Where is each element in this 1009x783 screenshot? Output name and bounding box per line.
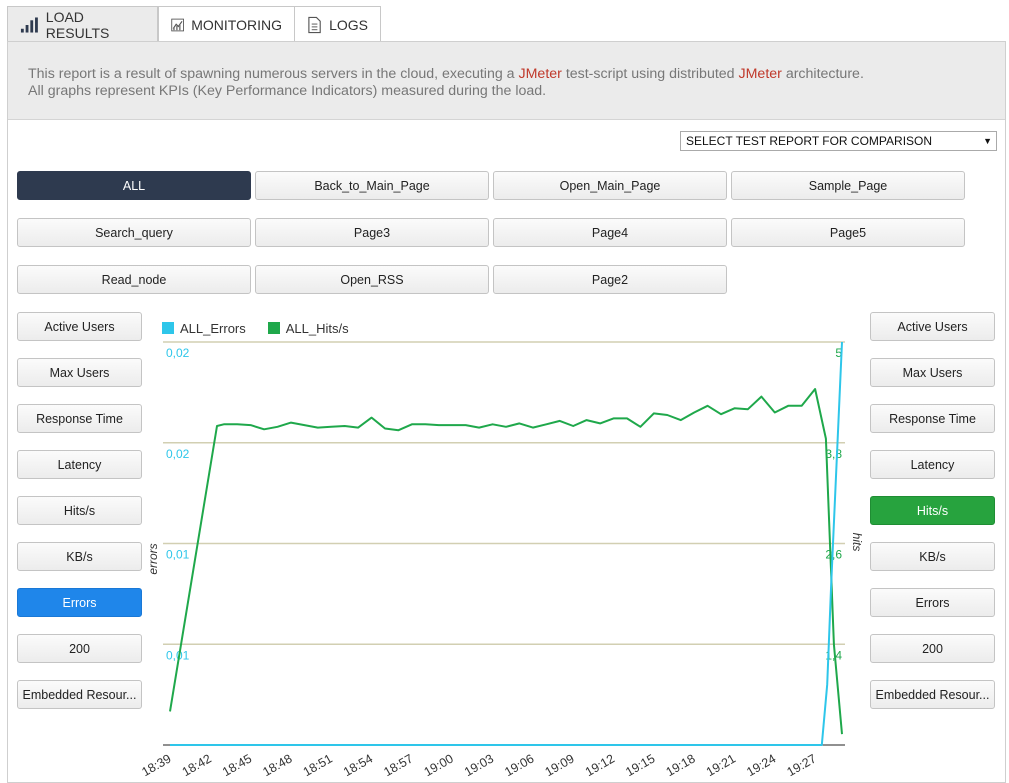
- y-left-tick-label: 0,01: [166, 548, 190, 562]
- bar-chart-icon: [20, 17, 38, 33]
- tab-load-results[interactable]: LOAD RESULTS: [7, 6, 158, 43]
- right-metric-active-users[interactable]: Active Users: [870, 312, 995, 341]
- x-tick-label: 18:51: [301, 751, 335, 779]
- x-tick-label: 19:24: [744, 751, 778, 779]
- y-left-tick-label: 0,01: [166, 648, 190, 662]
- left-metric-errors[interactable]: Errors: [17, 588, 142, 617]
- left-metric-response-time[interactable]: Response Time: [17, 404, 142, 433]
- left-metric-active-users[interactable]: Active Users: [17, 312, 142, 341]
- x-tick-label: 19:18: [664, 751, 698, 779]
- left-metric-latency[interactable]: Latency: [17, 450, 142, 479]
- tab-label: LOGS: [329, 16, 368, 33]
- x-tick-label: 18:39: [140, 751, 174, 779]
- x-tick-label: 19:00: [422, 751, 456, 779]
- x-tick-label: 18:45: [220, 751, 254, 779]
- y-axis-title-hits: hits: [850, 533, 864, 552]
- y-left-tick-label: 0,02: [166, 447, 190, 461]
- left-metric-max-users[interactable]: Max Users: [17, 358, 142, 387]
- left-metric-hits[interactable]: Hits/s: [17, 496, 142, 525]
- x-tick-label: 19:15: [623, 751, 657, 779]
- legend-swatch: [267, 322, 280, 334]
- report-description: This report is a result of spawning nume…: [8, 42, 1005, 120]
- document-icon: [308, 16, 321, 33]
- right-metric-kb[interactable]: KB/s: [870, 542, 995, 571]
- tab-label: LOAD RESULTS: [45, 9, 110, 41]
- y-right-tick-label: 5: [835, 346, 842, 360]
- legend-item-hits[interactable]: ALL_Hits/s: [267, 320, 349, 336]
- label-button-page2[interactable]: Page2: [493, 265, 727, 294]
- right-metric-errors[interactable]: Errors: [870, 588, 995, 617]
- tab-label: MONITORING: [191, 16, 282, 33]
- chart-legend: ALL_Errors ALL_Hits/s: [162, 320, 371, 336]
- legend-item-errors[interactable]: ALL_Errors: [162, 321, 246, 336]
- label-button-sample-page[interactable]: Sample_Page: [731, 171, 965, 200]
- tab-monitoring[interactable]: MONITORING: [158, 6, 295, 42]
- x-tick-label: 18:42: [180, 751, 214, 779]
- tab-logs[interactable]: LOGS: [294, 6, 381, 42]
- x-tick-label: 18:57: [381, 751, 415, 779]
- right-metric-max-users[interactable]: Max Users: [870, 358, 995, 387]
- legend-label: ALL_Hits/s: [285, 320, 349, 336]
- legend-label: ALL_Errors: [180, 320, 246, 336]
- errors-series-line: [170, 341, 843, 746]
- right-metric-embedded-resources[interactable]: Embedded Resour...: [870, 680, 995, 709]
- right-metric-200[interactable]: 200: [870, 634, 995, 663]
- left-metric-200[interactable]: 200: [17, 634, 142, 663]
- x-tick-label: 18:48: [260, 751, 294, 779]
- y-right-tick-label: 2,6: [825, 548, 842, 562]
- label-button-open-main-page[interactable]: Open_Main_Page: [493, 171, 727, 200]
- x-tick-label: 19:27: [785, 751, 819, 779]
- select-value: SELECT TEST REPORT FOR COMPARISON: [686, 134, 933, 148]
- label-button-open-rss[interactable]: Open_RSS: [255, 265, 489, 294]
- left-metric-kb[interactable]: KB/s: [17, 542, 142, 571]
- x-tick-label: 19:09: [543, 751, 577, 779]
- load-chart: 0,01 0,01 0,02 0,02 1,4 2,6 3,8 5 errors hits 18:3…: [140, 341, 864, 779]
- comparison-report-select[interactable]: SELECT TEST REPORT FOR COMPARISON ▼: [680, 131, 997, 151]
- label-button-page5[interactable]: Page5: [731, 218, 965, 247]
- y-right-tick-label: 1,4: [825, 648, 842, 662]
- x-tick-label: 19:03: [462, 751, 496, 779]
- label-button-read-node[interactable]: Read_node: [17, 265, 251, 294]
- y-right-tick-label: 3,8: [825, 447, 842, 461]
- x-tick-label: 19:06: [502, 751, 536, 779]
- label-button-search-query[interactable]: Search_query: [17, 218, 251, 247]
- right-metric-response-time[interactable]: Response Time: [870, 404, 995, 433]
- hits-series-line: [169, 388, 843, 735]
- right-metric-latency[interactable]: Latency: [870, 450, 995, 479]
- left-metric-embedded-resources[interactable]: Embedded Resour...: [17, 680, 142, 709]
- x-tick-label: 19:12: [583, 751, 617, 779]
- y-axis-title-errors: errors: [146, 543, 160, 574]
- label-button-page3[interactable]: Page3: [255, 218, 489, 247]
- jmeter-link[interactable]: JMeter: [738, 66, 782, 82]
- label-button-all[interactable]: ALL: [17, 171, 251, 200]
- x-tick-label: 18:54: [341, 751, 375, 779]
- label-button-page4[interactable]: Page4: [493, 218, 727, 247]
- jmeter-link[interactable]: JMeter: [518, 66, 562, 82]
- legend-swatch: [162, 322, 174, 334]
- y-left-tick-label: 0,02: [166, 346, 190, 360]
- x-tick-label: 19:21: [704, 751, 738, 779]
- dropdown-arrow-icon: ▼: [983, 136, 992, 146]
- line-chart-icon: [171, 18, 184, 31]
- label-button-back-to-main-page[interactable]: Back_to_Main_Page: [255, 171, 489, 200]
- right-metric-hits[interactable]: Hits/s: [870, 496, 995, 525]
- load-results-panel: This report is a result of spawning nume…: [7, 41, 1006, 783]
